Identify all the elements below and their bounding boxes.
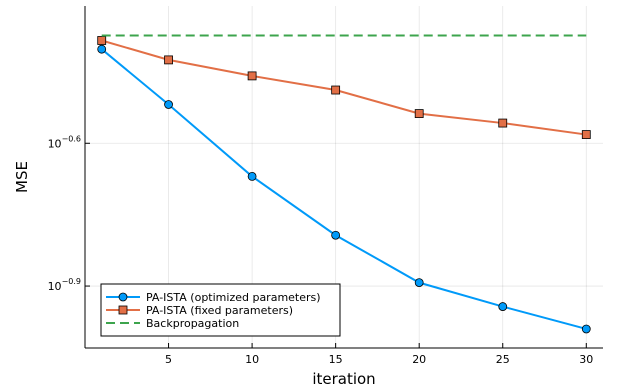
data-point [581,324,591,334]
legend-label: PA-ISTA (optimized parameters) [146,291,321,304]
series-1 [97,44,591,334]
series-2 [97,36,591,139]
legend-box [100,283,341,337]
x-ticks: 5 10 15 20 25 30 [165,343,593,366]
data-point [97,44,107,54]
series-line [101,39,587,136]
data-point [498,118,508,128]
legend: PA-ISTA (optimized parameters)PA-ISTA (f… [100,283,341,337]
y-axis-label: MSE [13,161,31,193]
data-point [414,109,424,118]
x-tick-label: 5 [165,353,172,366]
series-group [97,34,591,334]
legend-label: PA-ISTA (fixed parameters) [146,304,293,317]
x-tick-label: 20 [412,353,426,366]
x-tick-label: 25 [496,353,510,366]
y-tick-label: 10−0.9 [48,277,81,293]
data-point [331,230,341,240]
data-point [498,302,508,311]
data-point [581,130,591,139]
legend-label: Backpropagation [146,317,239,330]
data-point [164,100,173,109]
x-axis-label: iteration [312,370,375,388]
grid [85,6,603,348]
x-tick-label: 10 [245,353,259,366]
data-point [414,278,424,288]
data-point [247,71,257,81]
data-point [97,36,107,45]
data-point [331,85,341,95]
data-point [164,55,173,65]
legend-marker [118,292,128,302]
y-ticks: 10−0.6 10−0.9 [48,134,90,293]
x-tick-label: 15 [329,353,343,366]
y-tick-label: 10−0.6 [48,134,81,150]
axes [84,6,603,349]
x-tick-label: 30 [579,353,593,366]
legend-marker [118,305,128,315]
data-point [247,171,257,181]
